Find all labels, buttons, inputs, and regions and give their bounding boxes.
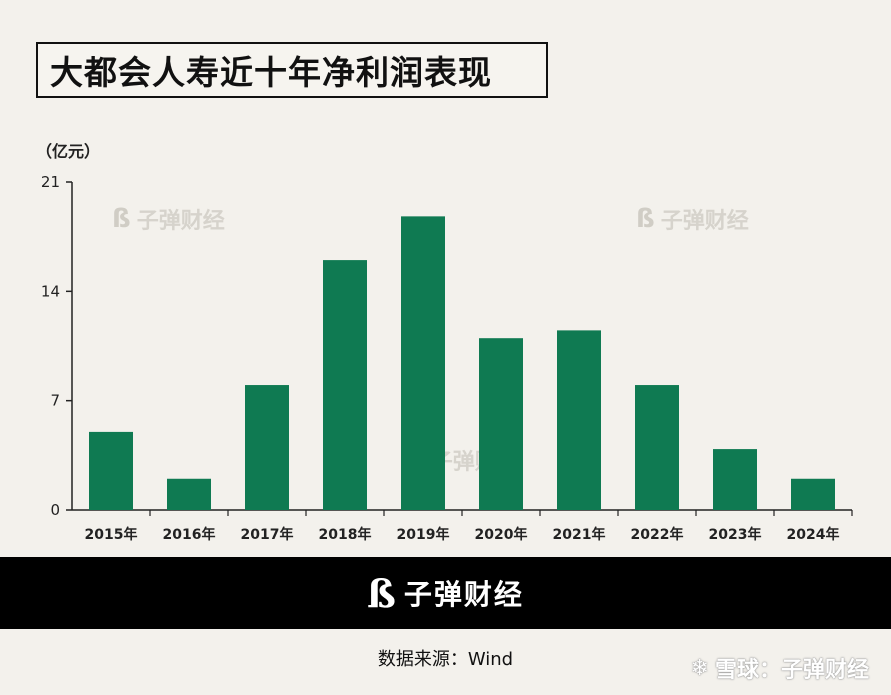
xueqiu-text: 雪球：子弹财经 <box>714 658 869 683</box>
y-tick-label: 0 <box>50 501 60 519</box>
y-tick-label: 7 <box>50 392 60 410</box>
bar <box>557 330 601 510</box>
bar <box>791 478 835 510</box>
bar <box>713 449 757 510</box>
chart-title: 大都会人寿近十年净利润表现 <box>36 42 548 98</box>
watermark: ß 子弹财经 <box>636 203 749 235</box>
y-tick-label: 21 <box>41 173 60 191</box>
xueqiu-watermark: ❄ 雪球：子弹财经 <box>691 652 869 684</box>
x-tick-label: 2018年 <box>319 526 372 543</box>
bar <box>89 431 133 510</box>
bar <box>245 385 289 510</box>
bar <box>167 478 211 510</box>
x-tick-label: 2015年 <box>85 526 138 543</box>
brand-name: 子弹财经 <box>403 578 524 611</box>
x-tick-label: 2017年 <box>241 526 294 543</box>
y-tick-label: 14 <box>41 282 60 300</box>
data-source: 数据来源：Wind <box>377 649 514 670</box>
x-tick-label: 2021年 <box>553 526 606 543</box>
x-tick-label: 2020年 <box>475 526 528 543</box>
bar <box>635 385 679 510</box>
watermark-text: 子弹财经 <box>136 209 225 234</box>
bullet-logo-icon: ß <box>636 204 655 234</box>
bar-chart: 0 7 14 21 2015年 2016年 2017年 2018年 2019年 2020年 2021… <box>41 173 853 543</box>
bullet-logo-icon: ß <box>367 570 396 616</box>
watermark-text: 子弹财经 <box>660 209 749 234</box>
y-axis-unit-label: （亿元） <box>36 142 101 161</box>
footer-brand-band: ß 子弹财经 <box>0 557 891 629</box>
x-tick-label: 2022年 <box>631 526 684 543</box>
x-tick-label: 2023年 <box>709 526 762 543</box>
brand-logo: ß 子弹财经 <box>367 571 524 616</box>
bar <box>479 338 523 510</box>
x-tick-label: 2024年 <box>787 526 840 543</box>
snowball-icon: ❄ <box>690 655 709 681</box>
bullet-logo-icon: ß <box>112 204 131 234</box>
x-tick-label: 2019年 <box>397 526 450 543</box>
bar <box>323 260 367 510</box>
watermark: ß 子弹财经 <box>112 203 225 235</box>
bar <box>401 216 445 510</box>
x-tick-label: 2016年 <box>163 526 216 543</box>
